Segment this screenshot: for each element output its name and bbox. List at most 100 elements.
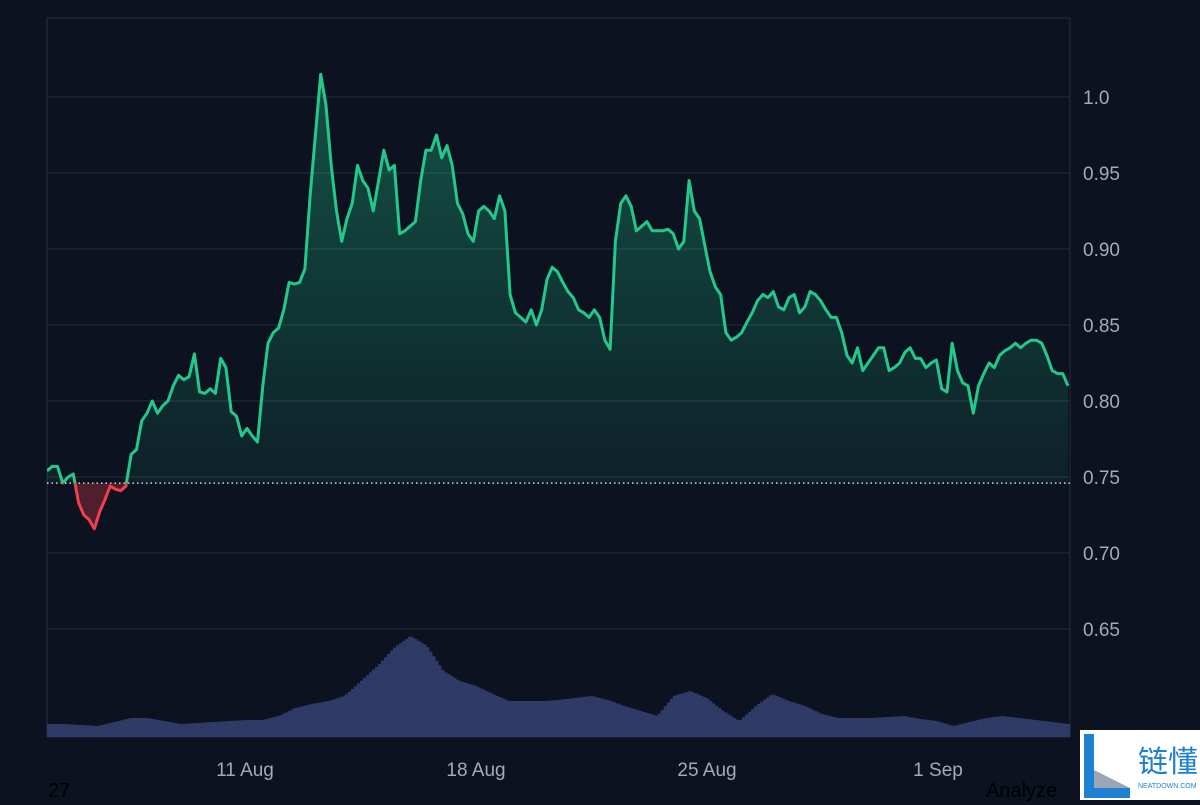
volume-bar: [137, 718, 141, 737]
volume-bar: [636, 710, 641, 737]
volume-bar: [131, 718, 135, 737]
volume-bar: [775, 695, 779, 737]
volume-bar: [284, 712, 289, 737]
volume-bar: [853, 718, 857, 737]
volume-bar: [711, 703, 716, 737]
volume-bar: [937, 721, 941, 737]
volume-bar: [495, 695, 499, 737]
volume-bar: [985, 717, 990, 737]
volume-bar: [230, 720, 234, 737]
volume-bar: [537, 701, 541, 737]
volume-bar: [934, 720, 938, 737]
volume-bar: [799, 704, 803, 737]
x-axis: 11 Aug 18 Aug 25 Aug 1 Sep: [216, 760, 963, 781]
volume-bar: [59, 724, 63, 737]
volume-bar: [62, 724, 66, 737]
volume-bar: [666, 702, 671, 737]
volume-bar: [874, 717, 878, 737]
volume-bar: [579, 697, 583, 737]
volume-bar: [1039, 720, 1044, 737]
volume-bar: [982, 718, 987, 737]
volume-bar: [233, 720, 237, 737]
volume-bar: [332, 699, 337, 737]
volume-bar: [567, 698, 571, 737]
volume-bar: [176, 723, 180, 737]
volume-bar: [353, 686, 358, 737]
volume-bar: [817, 712, 821, 737]
volume-bar: [726, 714, 731, 737]
volume-bar: [359, 680, 364, 737]
volume-bar: [338, 697, 343, 737]
volume-bar: [1015, 717, 1020, 737]
volume-bar: [1024, 718, 1029, 737]
volume-bar: [754, 706, 758, 737]
volume-bar: [191, 723, 195, 737]
volume-bar: [648, 713, 653, 737]
volume-bar: [913, 718, 917, 737]
volume-bar: [1006, 716, 1011, 737]
volume-bar: [1033, 719, 1038, 737]
volume-bar: [988, 717, 993, 737]
volume-bar: [365, 675, 370, 737]
volume-bar: [705, 698, 710, 737]
volume-bar: [182, 723, 186, 737]
volume-bar: [134, 718, 138, 737]
volume-bar: [708, 701, 713, 737]
volume-bar: [639, 711, 644, 737]
analyze-link-fragment[interactable]: Analyze: [986, 780, 1058, 802]
volume-bar: [522, 701, 526, 737]
volume-bar: [895, 716, 899, 737]
volume-bar: [748, 711, 752, 737]
volume-bar: [311, 703, 316, 737]
volume-bar: [1021, 718, 1026, 737]
volume-bar: [197, 722, 201, 737]
volume-bar: [534, 701, 538, 737]
volume-bar: [702, 697, 707, 737]
volume-bar: [323, 701, 328, 737]
volume-bar: [808, 708, 812, 737]
volume-bar: [892, 716, 896, 737]
volume-bar: [347, 691, 352, 737]
volume-bar: [1066, 724, 1071, 737]
volume-bar: [832, 716, 836, 737]
volume-bar: [380, 660, 385, 737]
y-tick-label: 0.95: [1083, 164, 1120, 185]
volume-bar: [760, 701, 764, 737]
volume-bar: [224, 721, 228, 737]
volume-bar: [868, 718, 872, 737]
volume-bar: [209, 722, 213, 737]
volume-bar: [435, 660, 439, 737]
volume-bar: [335, 698, 340, 737]
volume-bar: [889, 716, 893, 737]
volume-bar: [420, 642, 424, 737]
volume-bar: [1048, 721, 1053, 737]
volume-bar: [690, 691, 695, 737]
volume-bar: [302, 705, 307, 737]
volume-bar: [651, 714, 656, 737]
volume-bar: [263, 719, 267, 737]
volume-bar: [65, 724, 69, 737]
volume-bar: [477, 687, 481, 737]
volume-bar: [865, 718, 869, 737]
volume-bar: [1018, 718, 1023, 737]
volume-bar: [964, 722, 968, 737]
volume-bar: [723, 712, 728, 737]
volume-bar: [293, 708, 298, 737]
x-tick-label: 11 Aug: [216, 760, 274, 781]
volume-bar: [904, 716, 908, 737]
volume-bar: [350, 688, 355, 737]
volume-bar: [850, 718, 854, 737]
volume-bar: [441, 669, 445, 737]
volume-bar: [814, 711, 818, 737]
volume-bar: [200, 722, 204, 737]
volume-bar: [916, 718, 920, 737]
volume-bar: [221, 721, 225, 737]
volume-bar: [871, 717, 875, 737]
volume-bar: [669, 698, 674, 737]
volume-bar: [1036, 720, 1041, 737]
volume-bar: [886, 716, 890, 737]
volume-bar: [973, 720, 978, 737]
volume-bar: [396, 645, 400, 737]
volume-bar: [83, 725, 87, 737]
volume-bar: [185, 723, 189, 737]
